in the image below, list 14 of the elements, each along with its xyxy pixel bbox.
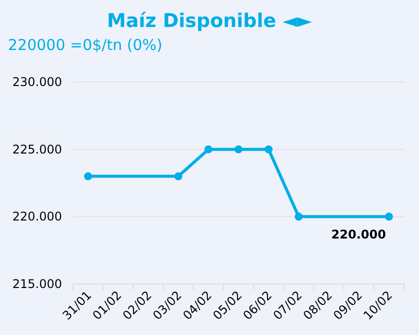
data-label: 220.000: [331, 228, 386, 242]
point: [294, 212, 303, 221]
y-tick-label: 225.000: [12, 142, 62, 156]
chart-subtitle: 220000 =0$/tn (0%): [8, 36, 162, 54]
point: [84, 172, 92, 180]
point: [264, 145, 273, 154]
point: [204, 145, 212, 154]
y-tick-label: 220.000: [12, 210, 62, 224]
point: [234, 145, 242, 154]
point: [174, 172, 182, 180]
y-tick-label: 230.000: [12, 75, 62, 89]
y-tick-label: 215.000: [12, 277, 62, 291]
point: [384, 212, 393, 221]
chart-title: Maíz Disponible ◄►: [106, 10, 312, 32]
